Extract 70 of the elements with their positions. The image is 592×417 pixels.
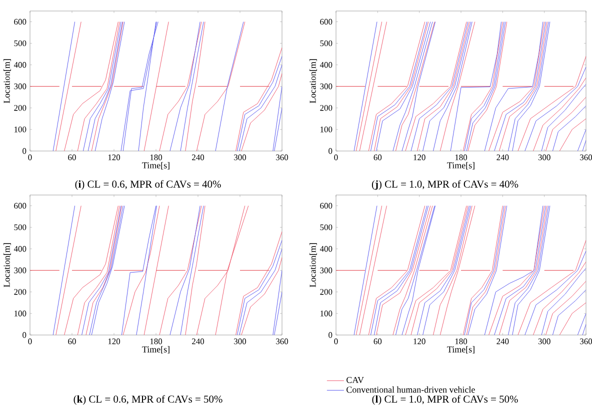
- legend-label: Conventional human-driven vehicle: [346, 386, 475, 393]
- x-tick-label: 60: [68, 338, 76, 344]
- x-tick-label: 300: [234, 154, 246, 160]
- y-tick-label: 0: [328, 148, 332, 154]
- y-tick-label: 500: [14, 40, 26, 46]
- y-tick-label: 200: [14, 105, 26, 111]
- text: (l) CL = 1.0, MPR of CAVs = 50%: [372, 395, 518, 405]
- y-tick-label: 0: [22, 332, 26, 338]
- y-tick-label: 300: [320, 268, 332, 274]
- x-tick-label: 300: [538, 154, 550, 160]
- x-tick-label: 0: [28, 154, 32, 160]
- y-tick-label: 400: [14, 246, 26, 252]
- x-tick-label: 360: [276, 154, 288, 160]
- x-tick-label: 0: [334, 338, 338, 344]
- x-tick-label: 180: [150, 338, 162, 344]
- y-tick-label: 200: [320, 289, 332, 295]
- y-tick-label: 300: [14, 84, 26, 90]
- x-tick-label: 240: [496, 338, 509, 344]
- y-tick-label: 600: [320, 202, 332, 209]
- x-tick-label: 300: [234, 338, 246, 344]
- x-tick-label: 240: [192, 338, 204, 344]
- text: (j) CL = 1.0, MPR of CAVs = 40%: [372, 180, 518, 190]
- y-axis-title: Location[m]: [4, 243, 11, 288]
- x-tick-label: 240: [192, 154, 204, 160]
- x-axis-title: Time[s]: [142, 162, 170, 170]
- y-tick-label: 400: [14, 62, 26, 68]
- x-tick-label: 120: [108, 154, 120, 160]
- y-tick-label: 300: [320, 84, 332, 90]
- y-tick-label: 200: [320, 105, 332, 111]
- y-tick-label: 100: [14, 310, 26, 316]
- x-tick-label: 120: [414, 338, 426, 344]
- y-tick-label: 500: [14, 224, 26, 230]
- y-tick-label: 600: [14, 18, 26, 25]
- x-tick-label: 360: [580, 338, 592, 344]
- x-tick-label: 180: [150, 154, 162, 160]
- x-tick-label: 60: [374, 154, 382, 160]
- text: (k) CL = 0.6, MPR of CAVs = 50%: [74, 395, 222, 405]
- y-tick-label: 0: [22, 148, 26, 154]
- y-tick-label: 0: [328, 332, 332, 338]
- y-tick-label: 600: [14, 202, 26, 209]
- x-tick-label: 300: [538, 338, 550, 344]
- x-tick-label: 0: [334, 154, 338, 160]
- x-tick-label: 120: [414, 154, 426, 160]
- x-tick-label: 180: [455, 154, 468, 160]
- y-tick-label: 100: [320, 126, 332, 132]
- x-tick-label: 360: [276, 338, 288, 344]
- x-tick-label: 0: [28, 338, 32, 344]
- legend-label: CAV: [346, 376, 364, 384]
- y-tick-label: 500: [320, 40, 332, 46]
- x-tick-label: 60: [68, 154, 76, 160]
- x-axis-title: Time[s]: [447, 346, 474, 354]
- x-tick-label: 180: [455, 338, 468, 344]
- y-tick-label: 400: [320, 62, 332, 68]
- y-tick-label: 300: [14, 268, 26, 274]
- x-axis-title: Time[s]: [142, 346, 170, 354]
- y-tick-label: 500: [320, 224, 332, 230]
- y-axis-title: Location[m]: [310, 243, 317, 288]
- y-tick-label: 200: [14, 289, 26, 295]
- y-tick-label: 600: [320, 18, 332, 25]
- y-axis-title: Location[m]: [4, 59, 11, 104]
- x-tick-label: 240: [496, 154, 509, 160]
- y-tick-label: 400: [320, 246, 332, 252]
- y-tick-label: 100: [14, 126, 26, 132]
- y-tick-label: 100: [320, 310, 332, 316]
- x-tick-label: 120: [108, 338, 120, 344]
- y-axis-title: Location[m]: [310, 59, 317, 104]
- text: (i) CL = 0.6, MPR of CAVs = 40%: [75, 180, 221, 190]
- x-tick-label: 60: [374, 338, 382, 344]
- x-axis-title: Time[s]: [447, 162, 474, 170]
- x-tick-label: 360: [580, 154, 592, 160]
